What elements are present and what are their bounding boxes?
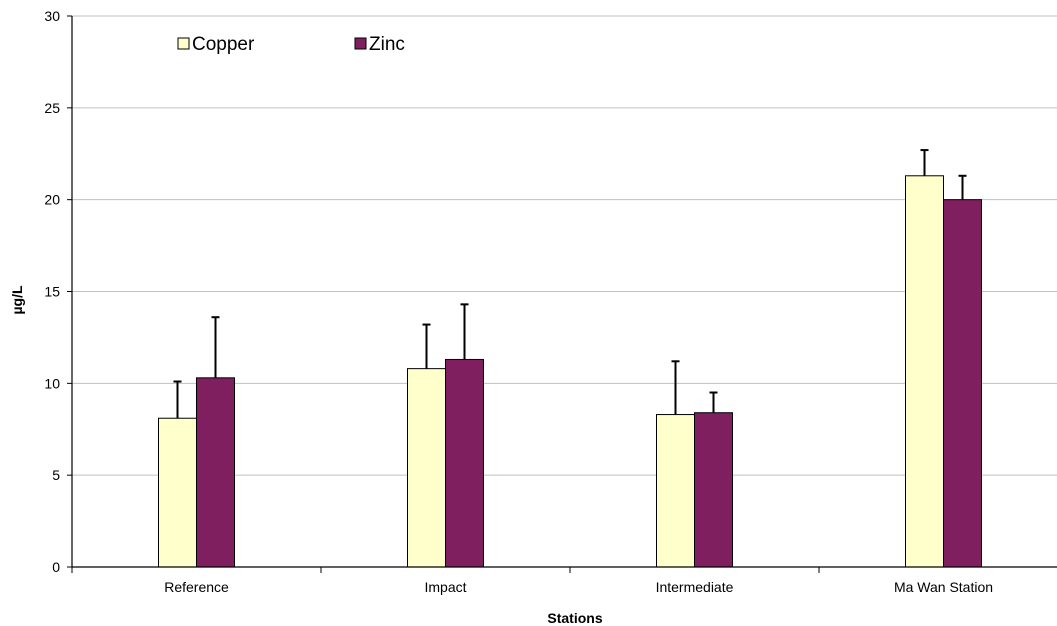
bar-zinc (445, 358, 484, 568)
legend: Copper Zinc (177, 34, 405, 55)
y-tick-label: 20 (44, 192, 60, 208)
bar-zinc (694, 412, 733, 568)
x-tick-label: Intermediate (656, 579, 734, 595)
legend-swatch-copper (177, 37, 190, 50)
bar-copper (905, 175, 944, 568)
x-axis-label: Stations (547, 610, 602, 626)
y-tick-label: 25 (44, 100, 60, 116)
y-tick-label: 15 (44, 284, 60, 300)
bar-copper (158, 417, 197, 568)
bar-zinc (196, 377, 235, 568)
y-tick-label: 0 (52, 559, 60, 575)
legend-label-zinc: Zinc (369, 34, 405, 55)
x-tick-label: Impact (424, 579, 466, 595)
legend-label-copper: Copper (192, 34, 255, 55)
gridlines (72, 15, 1057, 476)
bars (158, 149, 982, 568)
bar-copper (407, 368, 446, 568)
bar-zinc (943, 199, 982, 568)
bar-copper (656, 414, 695, 568)
y-axis-label: µg/L (9, 285, 25, 315)
x-tick-label: Ma Wan Station (894, 579, 993, 595)
y-tick-label: 10 (44, 375, 60, 391)
axes: 0 5 10 15 20 25 30 Reference Impact Intermediate M… (44, 8, 1057, 595)
y-tick-label: 5 (52, 467, 60, 483)
y-tick-label: 30 (44, 8, 60, 24)
legend-swatch-zinc (354, 37, 367, 50)
x-tick-label: Reference (164, 579, 229, 595)
